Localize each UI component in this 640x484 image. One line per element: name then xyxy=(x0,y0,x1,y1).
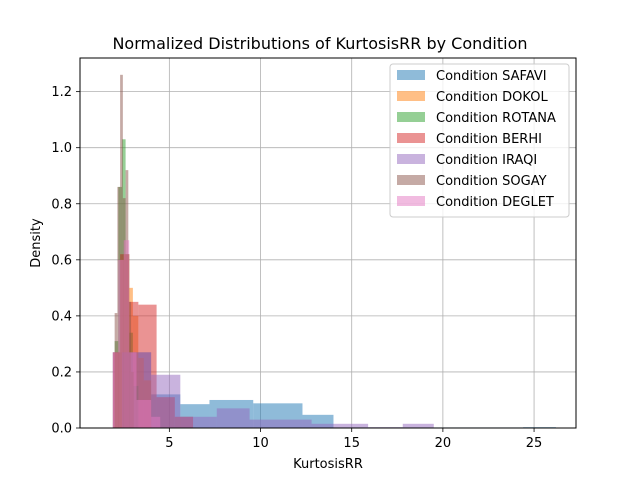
histogram-bar xyxy=(120,74,123,429)
legend-label: Condition BERHI xyxy=(436,132,542,147)
x-axis-label: KurtosisRR xyxy=(293,457,363,472)
y-tick-label: 0.2 xyxy=(51,365,72,380)
legend-label: Condition SAFAVI xyxy=(436,69,547,84)
histogram-bar xyxy=(402,423,434,428)
x-tick-label: 5 xyxy=(165,436,173,451)
legend-swatch xyxy=(397,196,425,206)
legend: Condition SAFAVI Condition DOKOL Condition… xyxy=(389,63,570,218)
y-tick-label: 1.0 xyxy=(51,141,72,156)
histogram-bar xyxy=(311,423,369,428)
x-tick-label: 20 xyxy=(435,436,452,451)
legend-label: Condition DEGLET xyxy=(436,195,554,210)
histogram-bar xyxy=(123,240,130,428)
legend-box xyxy=(389,63,570,218)
x-tick-label: 25 xyxy=(526,436,543,451)
x-tick-label: 15 xyxy=(343,436,360,451)
histogram-bar xyxy=(249,419,312,428)
histogram-bar xyxy=(180,416,217,428)
x-axis-ticks: 5 10 15 20 25 xyxy=(165,428,542,451)
y-axis-ticks: 0.0 0.2 0.4 0.6 0.8 1.0 1.2 xyxy=(51,85,80,437)
y-axis-label: Density xyxy=(29,218,44,268)
chart-title: Normalized Distributions of KurtosisRR b… xyxy=(112,34,527,53)
histogram-bar xyxy=(151,416,161,428)
y-tick-label: 0.4 xyxy=(51,309,72,324)
histogram-bar xyxy=(129,352,137,428)
histogram-bar xyxy=(112,352,119,428)
series-condition-deglet xyxy=(112,240,161,428)
x-tick-label: 10 xyxy=(252,436,269,451)
legend-swatch xyxy=(397,91,425,101)
legend-swatch xyxy=(397,133,425,143)
axes-frame xyxy=(79,57,577,429)
legend-swatch xyxy=(397,175,425,185)
legend-label: Condition ROTANA xyxy=(436,111,556,126)
legend-label: Condition DOKOL xyxy=(436,90,548,105)
legend-swatch xyxy=(397,112,425,122)
histogram-bar xyxy=(118,259,124,428)
y-tick-label: 0.6 xyxy=(51,253,72,268)
y-tick-label: 1.2 xyxy=(51,85,72,100)
legend-label: Condition SOGAY xyxy=(436,174,547,189)
histogram-bars xyxy=(112,74,556,429)
legend-label: Condition IRAQI xyxy=(436,153,537,168)
legend-swatch xyxy=(397,70,425,80)
histogram-bar xyxy=(216,408,250,428)
y-tick-label: 0.0 xyxy=(51,422,72,437)
legend-swatch xyxy=(397,154,425,164)
y-tick-label: 0.8 xyxy=(51,197,72,212)
histogram-bar xyxy=(136,399,152,428)
